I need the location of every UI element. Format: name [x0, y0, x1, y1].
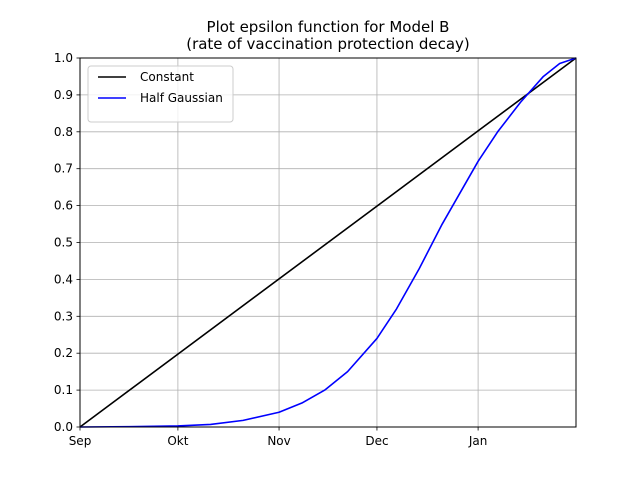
y-tick-label: 0.7	[54, 162, 73, 176]
y-tick-label: 0.0	[54, 420, 73, 434]
x-tick-label: Dec	[365, 434, 388, 448]
y-tick-label: 0.9	[54, 88, 73, 102]
legend: Constant Half Gaussian	[87, 65, 234, 123]
x-tick-label: Sep	[69, 434, 92, 448]
x-tick-label: Okt	[167, 434, 188, 448]
y-tick-label: 0.2	[54, 346, 73, 360]
series-line-constant	[79, 57, 577, 428]
x-tick-label: Nov	[267, 434, 290, 448]
y-tick-label: 0.3	[54, 309, 73, 323]
series-lines	[79, 57, 577, 428]
chart-title-line-1: Plot epsilon function for Model B	[207, 18, 450, 36]
legend-box	[87, 65, 234, 123]
axis-ticks: Sep Okt Nov Dec Jan 0.0 0.1 0.2 0.3 0.4 0.5 0.6 0.7 0…	[54, 51, 487, 448]
x-tick-label: Jan	[468, 434, 488, 448]
legend-label: Constant	[140, 70, 194, 84]
chart-title-line-2: (rate of vaccination protection decay)	[186, 35, 470, 53]
y-tick-label: 0.8	[54, 125, 73, 139]
y-tick-label: 0.6	[54, 199, 73, 213]
legend-label: Half Gaussian	[140, 91, 223, 105]
series-line-half-gaussian	[79, 57, 577, 428]
y-tick-label: 0.1	[54, 383, 73, 397]
y-tick-label: 0.5	[54, 236, 73, 250]
y-tick-label: 1.0	[54, 51, 73, 65]
y-tick-label: 0.4	[54, 272, 73, 286]
